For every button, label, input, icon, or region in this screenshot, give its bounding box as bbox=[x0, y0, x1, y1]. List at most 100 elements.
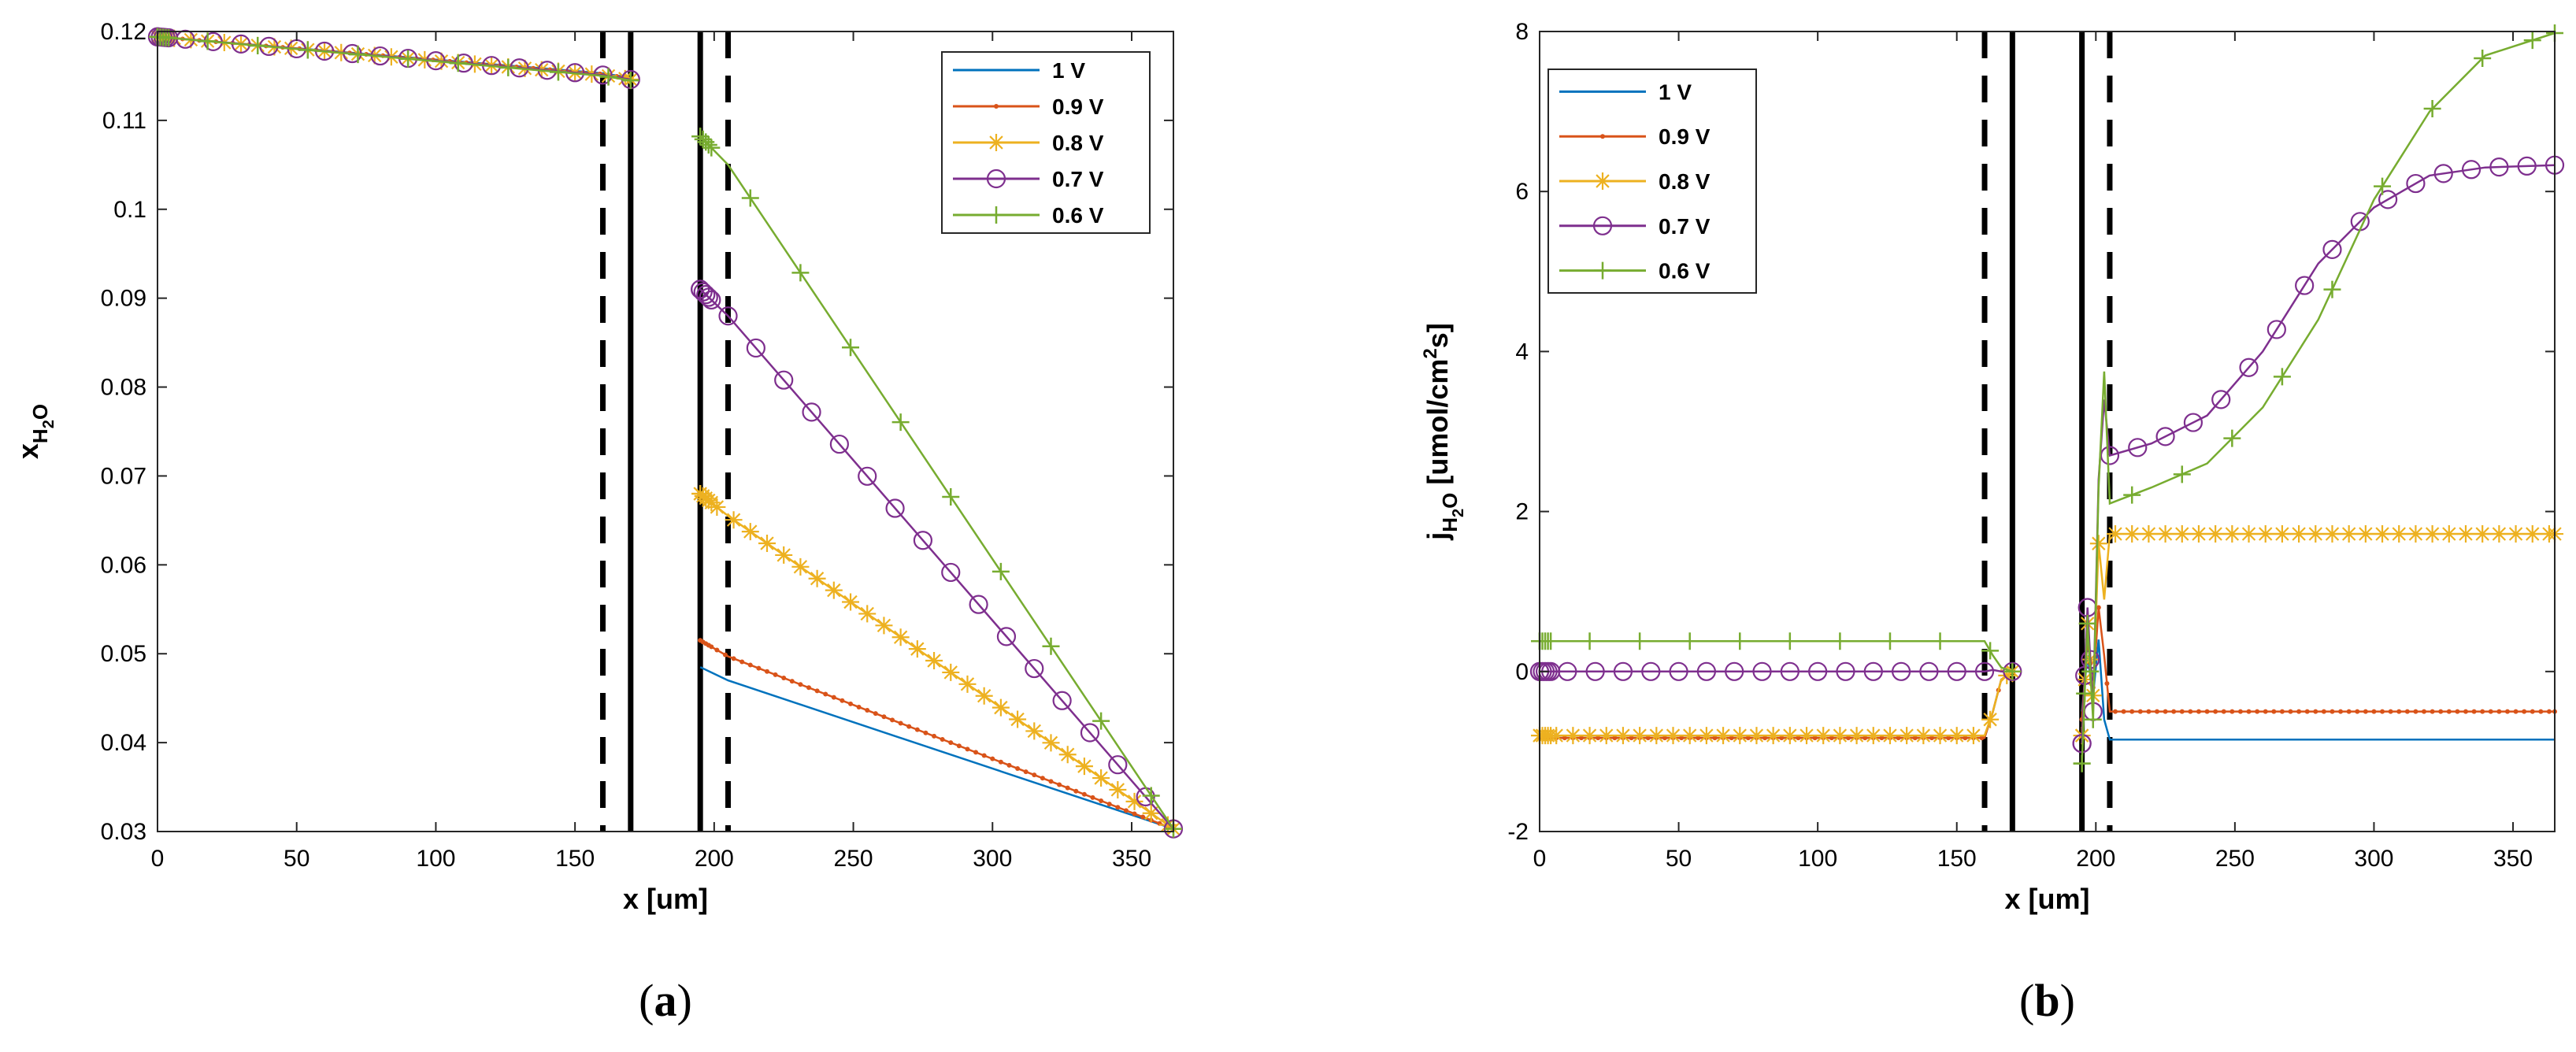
data-point-marker bbox=[2388, 709, 2393, 714]
data-point-marker bbox=[2078, 614, 2096, 632]
y-tick-label: 0.04 bbox=[101, 730, 146, 756]
data-point-marker bbox=[2089, 535, 2107, 553]
x-axis-label-b: x [um] bbox=[2005, 883, 2090, 915]
data-point-marker bbox=[791, 264, 810, 282]
data-point-marker bbox=[1912, 735, 1918, 741]
y-axis-label-a-sub1: H bbox=[28, 428, 52, 443]
data-point-marker bbox=[1596, 735, 1601, 741]
data-point-marker bbox=[1898, 727, 1916, 745]
data-point-marker bbox=[858, 466, 877, 486]
data-point-marker bbox=[2223, 429, 2241, 447]
legend-marker bbox=[994, 104, 999, 109]
panel-label-b-open: ( bbox=[2019, 975, 2034, 1026]
data-point-marker bbox=[2129, 709, 2135, 714]
data-point-marker bbox=[969, 595, 988, 614]
data-point-marker bbox=[1042, 734, 1060, 752]
data-point-marker bbox=[2113, 709, 2118, 714]
data-point-marker bbox=[2256, 525, 2274, 543]
data-point-marker bbox=[718, 306, 738, 326]
data-point-marker bbox=[1564, 727, 1582, 745]
data-point-marker bbox=[1762, 735, 1768, 741]
data-point-marker bbox=[2313, 709, 2318, 714]
data-point-marker bbox=[2273, 525, 2291, 543]
data-point-marker bbox=[848, 701, 854, 706]
data-point-marker bbox=[2263, 709, 2268, 714]
y-tick-label: 6 bbox=[1515, 179, 1529, 205]
data-point-marker bbox=[2307, 525, 2325, 543]
data-point-marker bbox=[2196, 709, 2201, 714]
data-point-marker bbox=[1946, 735, 1951, 741]
data-point-marker bbox=[996, 627, 1017, 646]
y-axis-label-b-sub2: 2 bbox=[1450, 509, 1467, 517]
data-point-marker bbox=[875, 617, 893, 635]
data-point-marker bbox=[914, 727, 920, 732]
data-point-marker bbox=[2322, 239, 2342, 259]
data-point-marker bbox=[2279, 709, 2285, 714]
data-point-marker bbox=[2246, 709, 2252, 714]
data-point-marker bbox=[1780, 661, 1799, 681]
data-point-marker bbox=[599, 68, 617, 86]
x-tick-label: 250 bbox=[2215, 846, 2255, 872]
data-point-marker bbox=[789, 679, 795, 684]
data-point-marker bbox=[856, 704, 862, 709]
data-point-marker bbox=[1731, 632, 1749, 650]
data-point-marker bbox=[1781, 727, 1799, 745]
data-point-marker bbox=[731, 656, 736, 661]
legend-entry: 0.7 V bbox=[953, 167, 1104, 191]
data-point-marker bbox=[2378, 190, 2398, 209]
axes-box-a bbox=[157, 31, 1174, 832]
data-point-marker bbox=[1796, 735, 1801, 741]
data-point-marker bbox=[2438, 709, 2444, 714]
panel-label-a: (a) bbox=[639, 975, 692, 1026]
data-point-marker bbox=[942, 663, 960, 681]
data-point-marker bbox=[2338, 709, 2344, 714]
data-point-marker bbox=[2474, 525, 2492, 543]
data-point-marker bbox=[885, 498, 905, 518]
data-point-marker bbox=[1681, 727, 1699, 745]
data-point-marker bbox=[1081, 791, 1087, 797]
data-point-marker bbox=[2480, 709, 2485, 714]
data-point-marker bbox=[2295, 276, 2315, 295]
data-point-marker bbox=[1848, 727, 1866, 745]
data-point-marker bbox=[1745, 735, 1751, 741]
y-axis-label-b: jH2O [umol/cm2s] bbox=[1420, 323, 1467, 541]
data-point-marker bbox=[1845, 735, 1851, 741]
data-point-marker bbox=[998, 759, 1003, 765]
x-tick-label: 100 bbox=[1798, 846, 1837, 872]
data-point-marker bbox=[2188, 709, 2193, 714]
chart-a: 0 50 100 150 200 250 300 350 0.03 0.04 0.05 0.06 0.0… bbox=[12, 19, 1184, 1026]
data-point-marker bbox=[1585, 661, 1605, 681]
vlines-b bbox=[1981, 31, 2113, 832]
data-point-marker bbox=[798, 682, 803, 687]
data-point-marker bbox=[1979, 735, 1985, 741]
x-tick-label: 300 bbox=[973, 846, 1012, 872]
data-point-marker bbox=[2239, 357, 2259, 377]
data-point-marker bbox=[2507, 525, 2525, 543]
data-point-marker bbox=[774, 370, 794, 390]
data-point-marker bbox=[1106, 802, 1112, 807]
legend-label: 0.9 V bbox=[1052, 94, 1104, 119]
legend-entry: 0.6 V bbox=[953, 203, 1104, 228]
data-point-marker bbox=[2223, 525, 2241, 543]
data-point-marker bbox=[1052, 691, 1072, 710]
x-tick-label: 150 bbox=[555, 846, 595, 872]
x-tick-label: 200 bbox=[2076, 846, 2115, 872]
legend-entry: 1 V bbox=[1559, 80, 1692, 104]
data-point-marker bbox=[2471, 709, 2477, 714]
data-point-marker bbox=[948, 740, 954, 746]
data-point-marker bbox=[2446, 709, 2452, 714]
panel-label-b: (b) bbox=[2019, 975, 2075, 1026]
data-point-marker bbox=[1542, 727, 1560, 745]
data-point-marker bbox=[2076, 684, 2094, 702]
data-point-marker bbox=[2084, 710, 2102, 728]
data-point-marker bbox=[1040, 776, 1045, 781]
data-point-marker bbox=[2189, 525, 2207, 543]
data-point-marker bbox=[906, 724, 912, 729]
legend-marker bbox=[1594, 172, 1611, 190]
data-point-marker bbox=[756, 665, 762, 671]
data-point-marker bbox=[958, 675, 977, 693]
legend-label: 0.6 V bbox=[1052, 203, 1104, 228]
data-point-marker bbox=[2496, 709, 2502, 714]
data-point-marker bbox=[1669, 661, 1688, 681]
